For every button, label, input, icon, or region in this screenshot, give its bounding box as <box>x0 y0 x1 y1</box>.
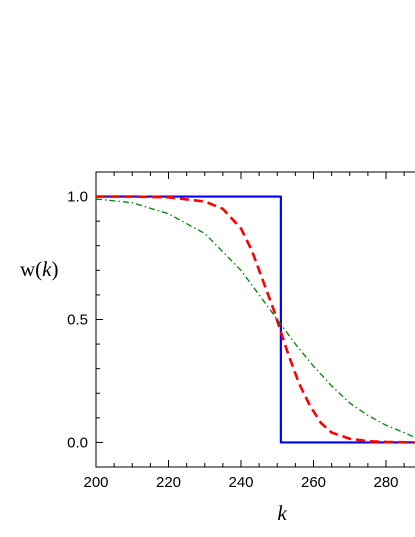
x-tick-label: 280 <box>373 474 398 491</box>
axes-frame <box>95 171 415 468</box>
x-tick-label: 200 <box>83 474 108 491</box>
y-tick-label: 0.5 <box>67 312 88 329</box>
series-dashed-line <box>96 195 415 444</box>
series-solid-line <box>96 195 415 444</box>
y-axis-label: w(k) <box>20 257 59 281</box>
x-axis-ticks: 200 220 240 260 280 <box>83 172 405 491</box>
y-tick-label: 0.0 <box>67 434 88 451</box>
x-tick-label: 220 <box>156 474 181 491</box>
series-layer <box>96 195 415 444</box>
x-tick-label: 240 <box>228 474 253 491</box>
y-axis-ticks: 0.0 0.5 1.0 <box>67 171 103 468</box>
x-axis-label: k <box>277 501 287 525</box>
series-dashdot-line <box>96 198 415 439</box>
x-tick-label: 260 <box>301 474 326 491</box>
y-tick-label: 1.0 <box>67 189 88 206</box>
axes-border <box>95 171 415 468</box>
